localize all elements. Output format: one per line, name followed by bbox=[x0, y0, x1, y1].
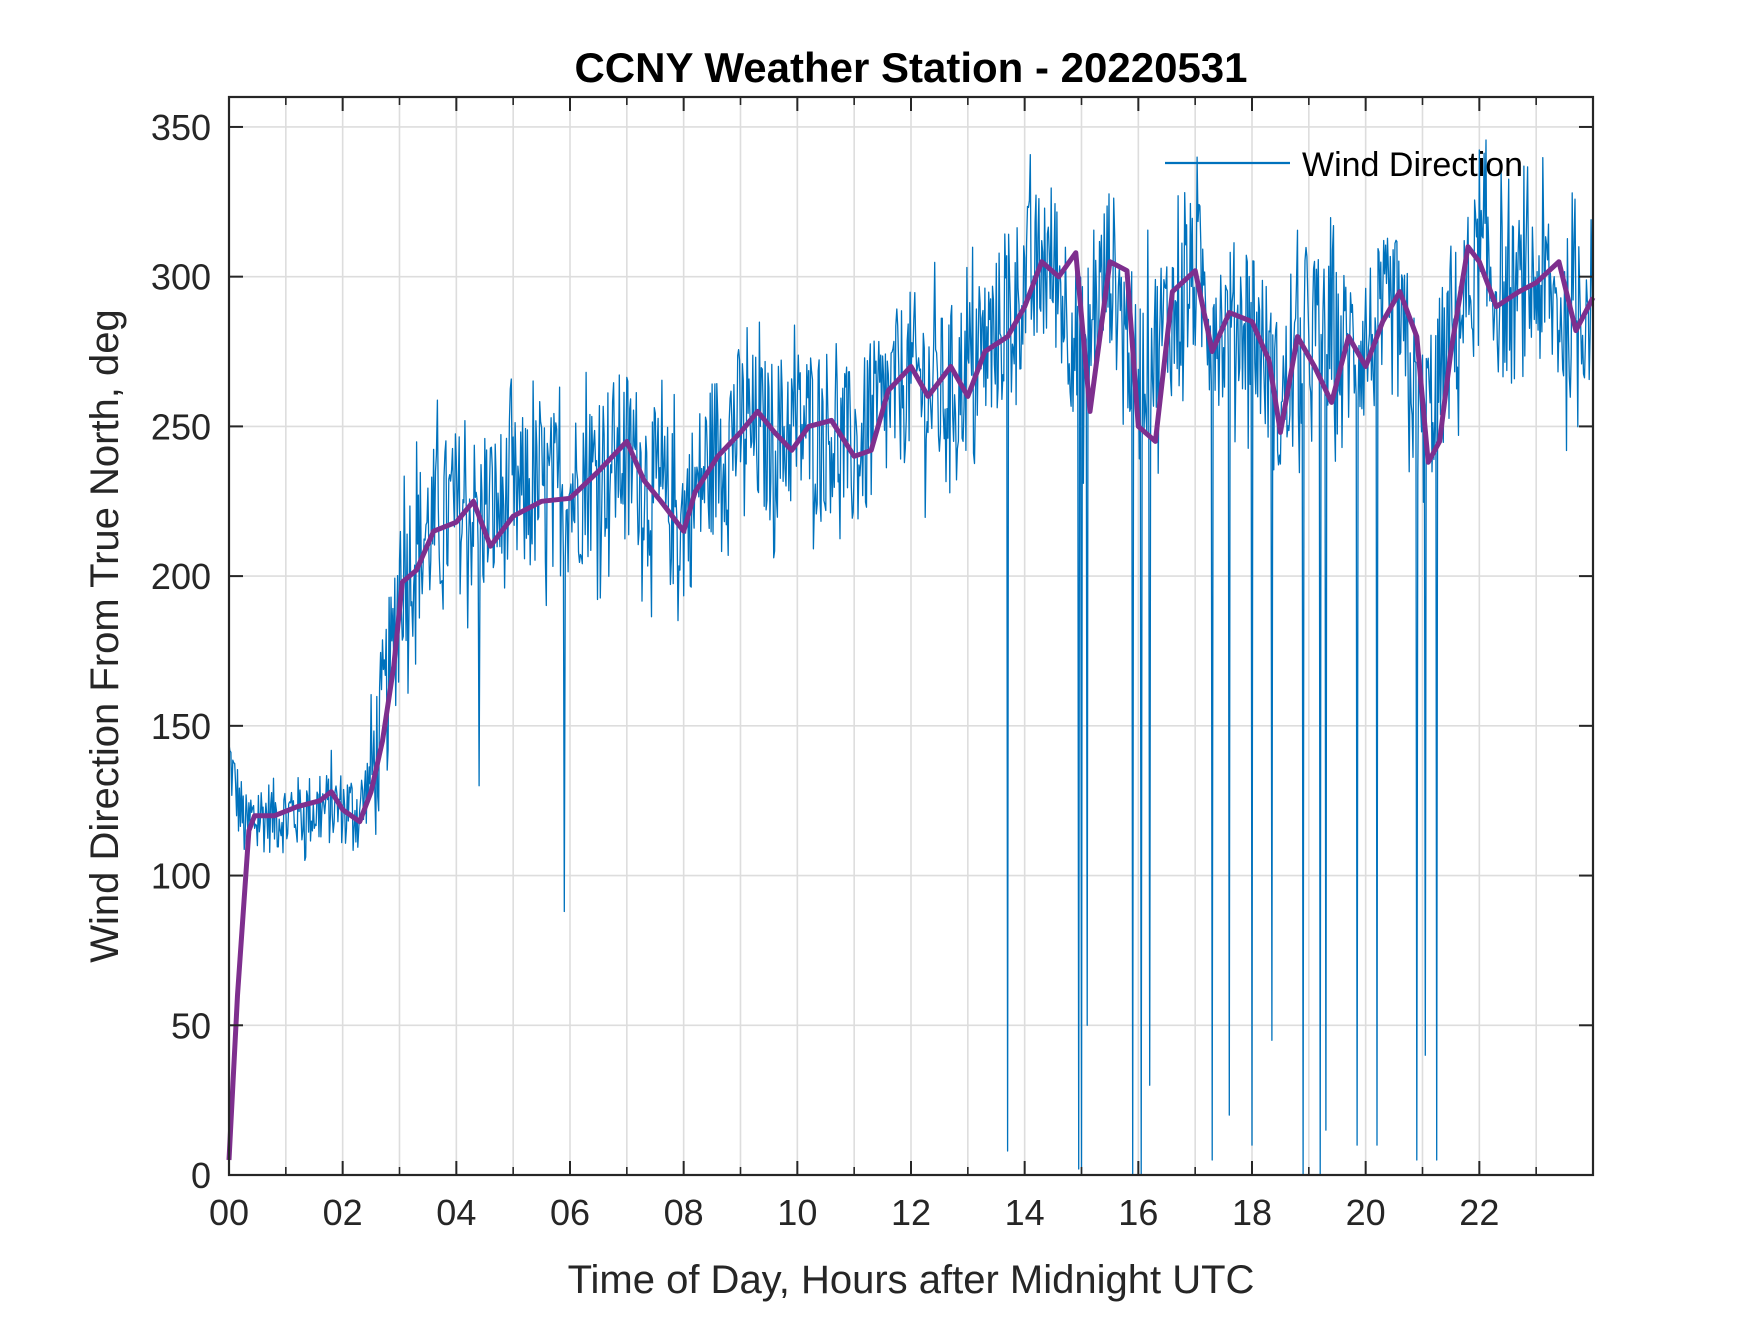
y-tick-labels: 0 50 100 150 200 250 300 350 bbox=[151, 107, 211, 1196]
grid-layer bbox=[229, 97, 1593, 1175]
y-tick-label: 300 bbox=[151, 257, 211, 298]
x-tick-label: 08 bbox=[664, 1192, 704, 1233]
x-tick-label: 02 bbox=[323, 1192, 363, 1233]
series-smoothed-direction-line bbox=[226, 244, 1596, 1161]
y-axis-label: Wind Direction From True North, deg bbox=[83, 309, 127, 963]
y-tick-label: 350 bbox=[151, 107, 211, 148]
y-tick-label: 250 bbox=[151, 406, 211, 447]
x-tick-label: 16 bbox=[1118, 1192, 1158, 1233]
x-tick-label: 00 bbox=[209, 1192, 249, 1233]
legend: Wind Direction bbox=[1165, 146, 1523, 184]
x-axis-label: Time of Day, Hours after Midnight UTC bbox=[568, 1258, 1255, 1302]
y-tick-label: 50 bbox=[171, 1005, 211, 1046]
y-tick-label: 150 bbox=[151, 706, 211, 747]
y-tick-label: 200 bbox=[151, 556, 211, 597]
series-wind-direction-line bbox=[228, 139, 1594, 1176]
x-tick-label: 18 bbox=[1232, 1192, 1272, 1233]
x-tick-label: 06 bbox=[550, 1192, 590, 1233]
x-tick-label: 14 bbox=[1005, 1192, 1045, 1233]
tick-layer bbox=[228, 97, 1593, 1176]
y-tick-label: 100 bbox=[151, 856, 211, 897]
x-tick-label: 10 bbox=[777, 1192, 817, 1233]
series-layer bbox=[226, 139, 1596, 1176]
legend-label: Wind Direction bbox=[1302, 146, 1523, 184]
x-tick-label: 04 bbox=[436, 1192, 476, 1233]
y-tick-label: 0 bbox=[191, 1155, 211, 1196]
x-tick-label: 20 bbox=[1346, 1192, 1386, 1233]
x-tick-labels: 00 02 04 06 08 10 12 14 16 18 20 22 bbox=[209, 1192, 1499, 1233]
x-tick-label: 22 bbox=[1459, 1192, 1499, 1233]
x-tick-label: 12 bbox=[891, 1192, 931, 1233]
chart-title: CCNY Weather Station - 20220531 bbox=[574, 44, 1247, 91]
